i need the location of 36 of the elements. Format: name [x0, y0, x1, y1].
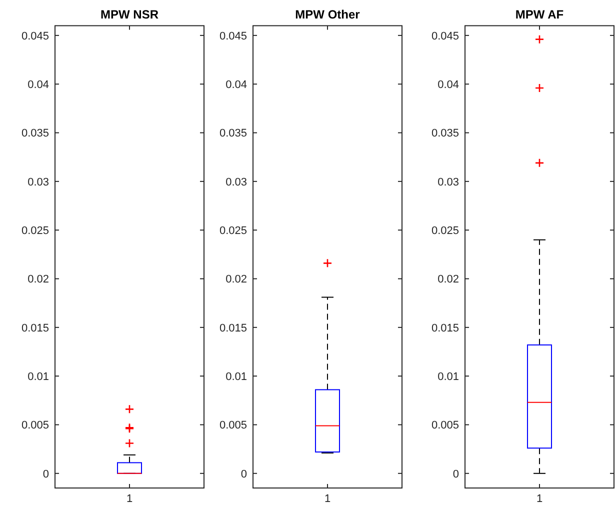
y-tick-label: 0.005	[21, 420, 49, 432]
y-tick-label: 0.01	[28, 370, 49, 383]
y-tick-label: 0.035	[21, 128, 49, 140]
y-tick-label: 0.045	[21, 30, 49, 42]
y-tick-label: 0.04	[226, 78, 247, 91]
y-tick-label: 0.01	[226, 370, 247, 383]
y-tick-label: 0.015	[431, 322, 459, 334]
y-tick-label: 0.02	[28, 274, 49, 286]
y-tick-label: 0.025	[219, 224, 247, 237]
y-tick-label: 0.03	[226, 176, 247, 188]
y-tick-label: 0.025	[431, 224, 459, 237]
chart-title: MPW Other	[295, 8, 360, 22]
x-tick-label: 1	[324, 493, 331, 505]
y-tick-label: 0.02	[438, 274, 459, 286]
x-tick-label: 1	[126, 493, 133, 505]
y-tick-label: 0.02	[226, 274, 247, 286]
y-tick-label: 0.015	[219, 322, 247, 334]
y-tick-label: 0.005	[219, 420, 247, 432]
y-tick-label: 0.03	[438, 176, 459, 188]
y-tick-label: 0	[42, 468, 49, 480]
y-tick-label: 0.035	[219, 128, 247, 140]
y-tick-label: 0.045	[431, 30, 459, 42]
y-tick-label: 0	[452, 468, 459, 480]
y-tick-label: 0.03	[28, 176, 49, 188]
y-tick-label: 0.005	[431, 420, 459, 432]
y-tick-label: 0.01	[438, 370, 459, 383]
y-tick-label: 0.025	[21, 224, 49, 237]
y-tick-label: 0.045	[219, 30, 247, 42]
chart-title: MPW AF	[515, 8, 564, 22]
x-tick-label: 1	[536, 493, 543, 505]
y-tick-label: 0	[240, 468, 247, 480]
y-tick-label: 0.04	[28, 78, 49, 91]
y-tick-label: 0.04	[438, 78, 459, 91]
y-tick-label: 0.015	[21, 322, 49, 334]
chart-title: MPW NSR	[100, 8, 159, 22]
y-tick-label: 0.035	[431, 128, 459, 140]
